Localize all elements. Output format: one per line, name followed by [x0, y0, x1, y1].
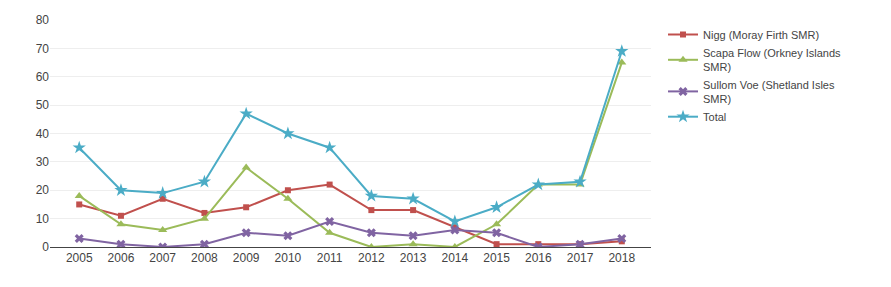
- svg-text:Nigg (Moray Firth SMR): Nigg (Moray Firth SMR): [703, 29, 819, 41]
- svg-text:10: 10: [36, 212, 50, 226]
- svg-text:2014: 2014: [441, 251, 468, 265]
- svg-text:2018: 2018: [608, 251, 635, 265]
- svg-text:0: 0: [42, 240, 49, 254]
- svg-text:2015: 2015: [483, 251, 510, 265]
- svg-text:50: 50: [36, 98, 50, 112]
- svg-text:80: 80: [36, 13, 50, 27]
- svg-text:2010: 2010: [275, 251, 302, 265]
- svg-text:2006: 2006: [108, 251, 135, 265]
- svg-text:2009: 2009: [233, 251, 260, 265]
- svg-text:70: 70: [36, 42, 50, 56]
- svg-text:2016: 2016: [525, 251, 552, 265]
- svg-text:2008: 2008: [191, 251, 218, 265]
- svg-text:40: 40: [36, 127, 50, 141]
- svg-text:Sullom Voe (Shetland IslesSMR): Sullom Voe (Shetland IslesSMR): [703, 79, 835, 105]
- svg-text:2005: 2005: [66, 251, 93, 265]
- svg-text:Total: Total: [703, 111, 726, 123]
- svg-text:60: 60: [36, 70, 50, 84]
- svg-text:2013: 2013: [400, 251, 427, 265]
- svg-text:2011: 2011: [317, 251, 343, 265]
- svg-text:30: 30: [36, 155, 50, 169]
- svg-text:20: 20: [36, 183, 50, 197]
- svg-text:Scapa Flow (Orkney IslandsSMR): Scapa Flow (Orkney IslandsSMR): [703, 47, 841, 73]
- svg-text:2012: 2012: [358, 251, 385, 265]
- svg-text:2007: 2007: [149, 251, 176, 265]
- svg-text:2017: 2017: [567, 251, 594, 265]
